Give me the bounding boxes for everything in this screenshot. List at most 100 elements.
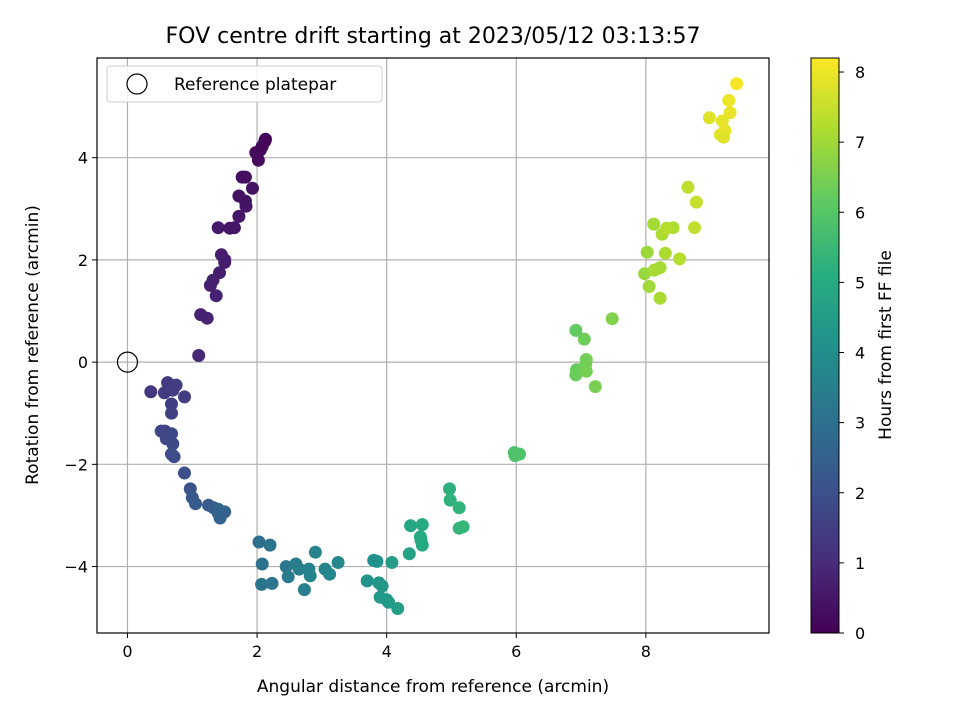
data-point [640, 245, 654, 259]
data-point [605, 312, 619, 326]
data-point [265, 576, 279, 590]
colorbar-label: Hours from first FF file [876, 250, 896, 440]
data-point [375, 579, 389, 593]
data-point [579, 353, 593, 367]
data-point [456, 520, 470, 534]
data-point [658, 246, 672, 260]
x-tick-label: 0 [122, 642, 132, 661]
data-point [722, 93, 736, 107]
data-point [165, 427, 178, 441]
data-point [255, 557, 269, 571]
data-point [360, 574, 374, 588]
data-point [292, 562, 306, 576]
x-tick-label: 2 [252, 642, 262, 661]
data-point [402, 547, 416, 561]
data-point [579, 364, 593, 378]
data-point [415, 518, 429, 532]
data-point [211, 502, 225, 516]
data-point [218, 255, 232, 269]
data-point [232, 209, 246, 223]
data-point [452, 501, 466, 515]
data-point [588, 380, 602, 394]
data-point [252, 535, 266, 549]
y-axis: −4 −2 0 2 4 [64, 149, 97, 577]
y-tick-label: −2 [64, 455, 88, 474]
x-axis-label: Angular distance from reference (arcmin) [257, 677, 609, 697]
colorbar-tick-label: 6 [855, 203, 865, 222]
data-point [331, 556, 345, 569]
data-point [569, 368, 583, 382]
colorbar-ticks: 0 1 2 3 4 5 6 7 8 [839, 63, 865, 643]
data-point [370, 554, 384, 568]
data-point [569, 323, 583, 337]
data-point [443, 482, 456, 496]
data-point [404, 519, 418, 533]
data-points [116, 77, 744, 615]
data-point [391, 602, 405, 615]
data-point [255, 577, 269, 591]
colorbar-tick-label: 1 [855, 554, 865, 573]
data-point [323, 567, 337, 581]
data-point [647, 217, 661, 231]
data-point [702, 111, 716, 125]
data-point [303, 569, 317, 583]
x-tick-label: 6 [511, 642, 521, 661]
data-point [192, 349, 206, 362]
data-point [689, 195, 703, 209]
data-point [209, 289, 223, 303]
data-point [263, 538, 277, 552]
data-point [166, 437, 180, 451]
colorbar-tick-label: 8 [855, 63, 865, 82]
data-point [673, 252, 687, 266]
data-point [165, 447, 178, 461]
data-point [308, 545, 322, 559]
data-point [259, 132, 272, 146]
y-tick-label: 4 [78, 149, 88, 168]
data-point [653, 291, 667, 305]
y-tick-label: −4 [64, 558, 88, 577]
colorbar-tick-label: 4 [855, 344, 865, 363]
data-point [178, 466, 191, 480]
data-point [235, 170, 249, 184]
data-point [717, 130, 731, 144]
legend-label-reference: Reference platepar [174, 75, 336, 95]
legend-box [106, 65, 383, 103]
colorbar: 0 1 2 3 4 5 6 7 8 Hours from first FF file [810, 57, 896, 643]
data-point [189, 497, 202, 511]
data-point [281, 570, 295, 584]
data-point [730, 77, 744, 91]
colorbar-tick-label: 7 [855, 133, 865, 152]
grid [97, 58, 769, 633]
data-point [413, 530, 427, 544]
colorbar-tick-label: 3 [855, 414, 865, 433]
x-tick-label: 4 [382, 642, 392, 661]
data-point [213, 266, 226, 280]
y-tick-label: 0 [78, 353, 88, 372]
y-axis-label: Rotation from reference (arcmin) [23, 205, 43, 485]
y-tick-label: 2 [78, 251, 88, 270]
data-point [382, 595, 396, 609]
data-point [144, 385, 158, 399]
colorbar-tick-label: 0 [855, 624, 865, 643]
legend-marker-reference [126, 73, 148, 95]
legend: Reference platepar [106, 65, 383, 103]
data-point [194, 308, 208, 322]
colorbar-tick-label: 2 [855, 484, 865, 503]
data-point [443, 493, 457, 507]
data-point [681, 180, 695, 194]
data-point [165, 397, 178, 411]
data-point [211, 221, 225, 235]
data-point [688, 221, 701, 235]
data-point [385, 556, 399, 569]
x-axis: 0 2 4 6 8 [122, 633, 651, 661]
data-point [660, 221, 674, 235]
data-point [166, 383, 180, 397]
data-point [508, 449, 522, 463]
data-point [642, 280, 656, 293]
data-point [246, 181, 259, 195]
data-point [232, 189, 246, 203]
plot-frame [96, 57, 770, 634]
data-point [577, 332, 591, 346]
